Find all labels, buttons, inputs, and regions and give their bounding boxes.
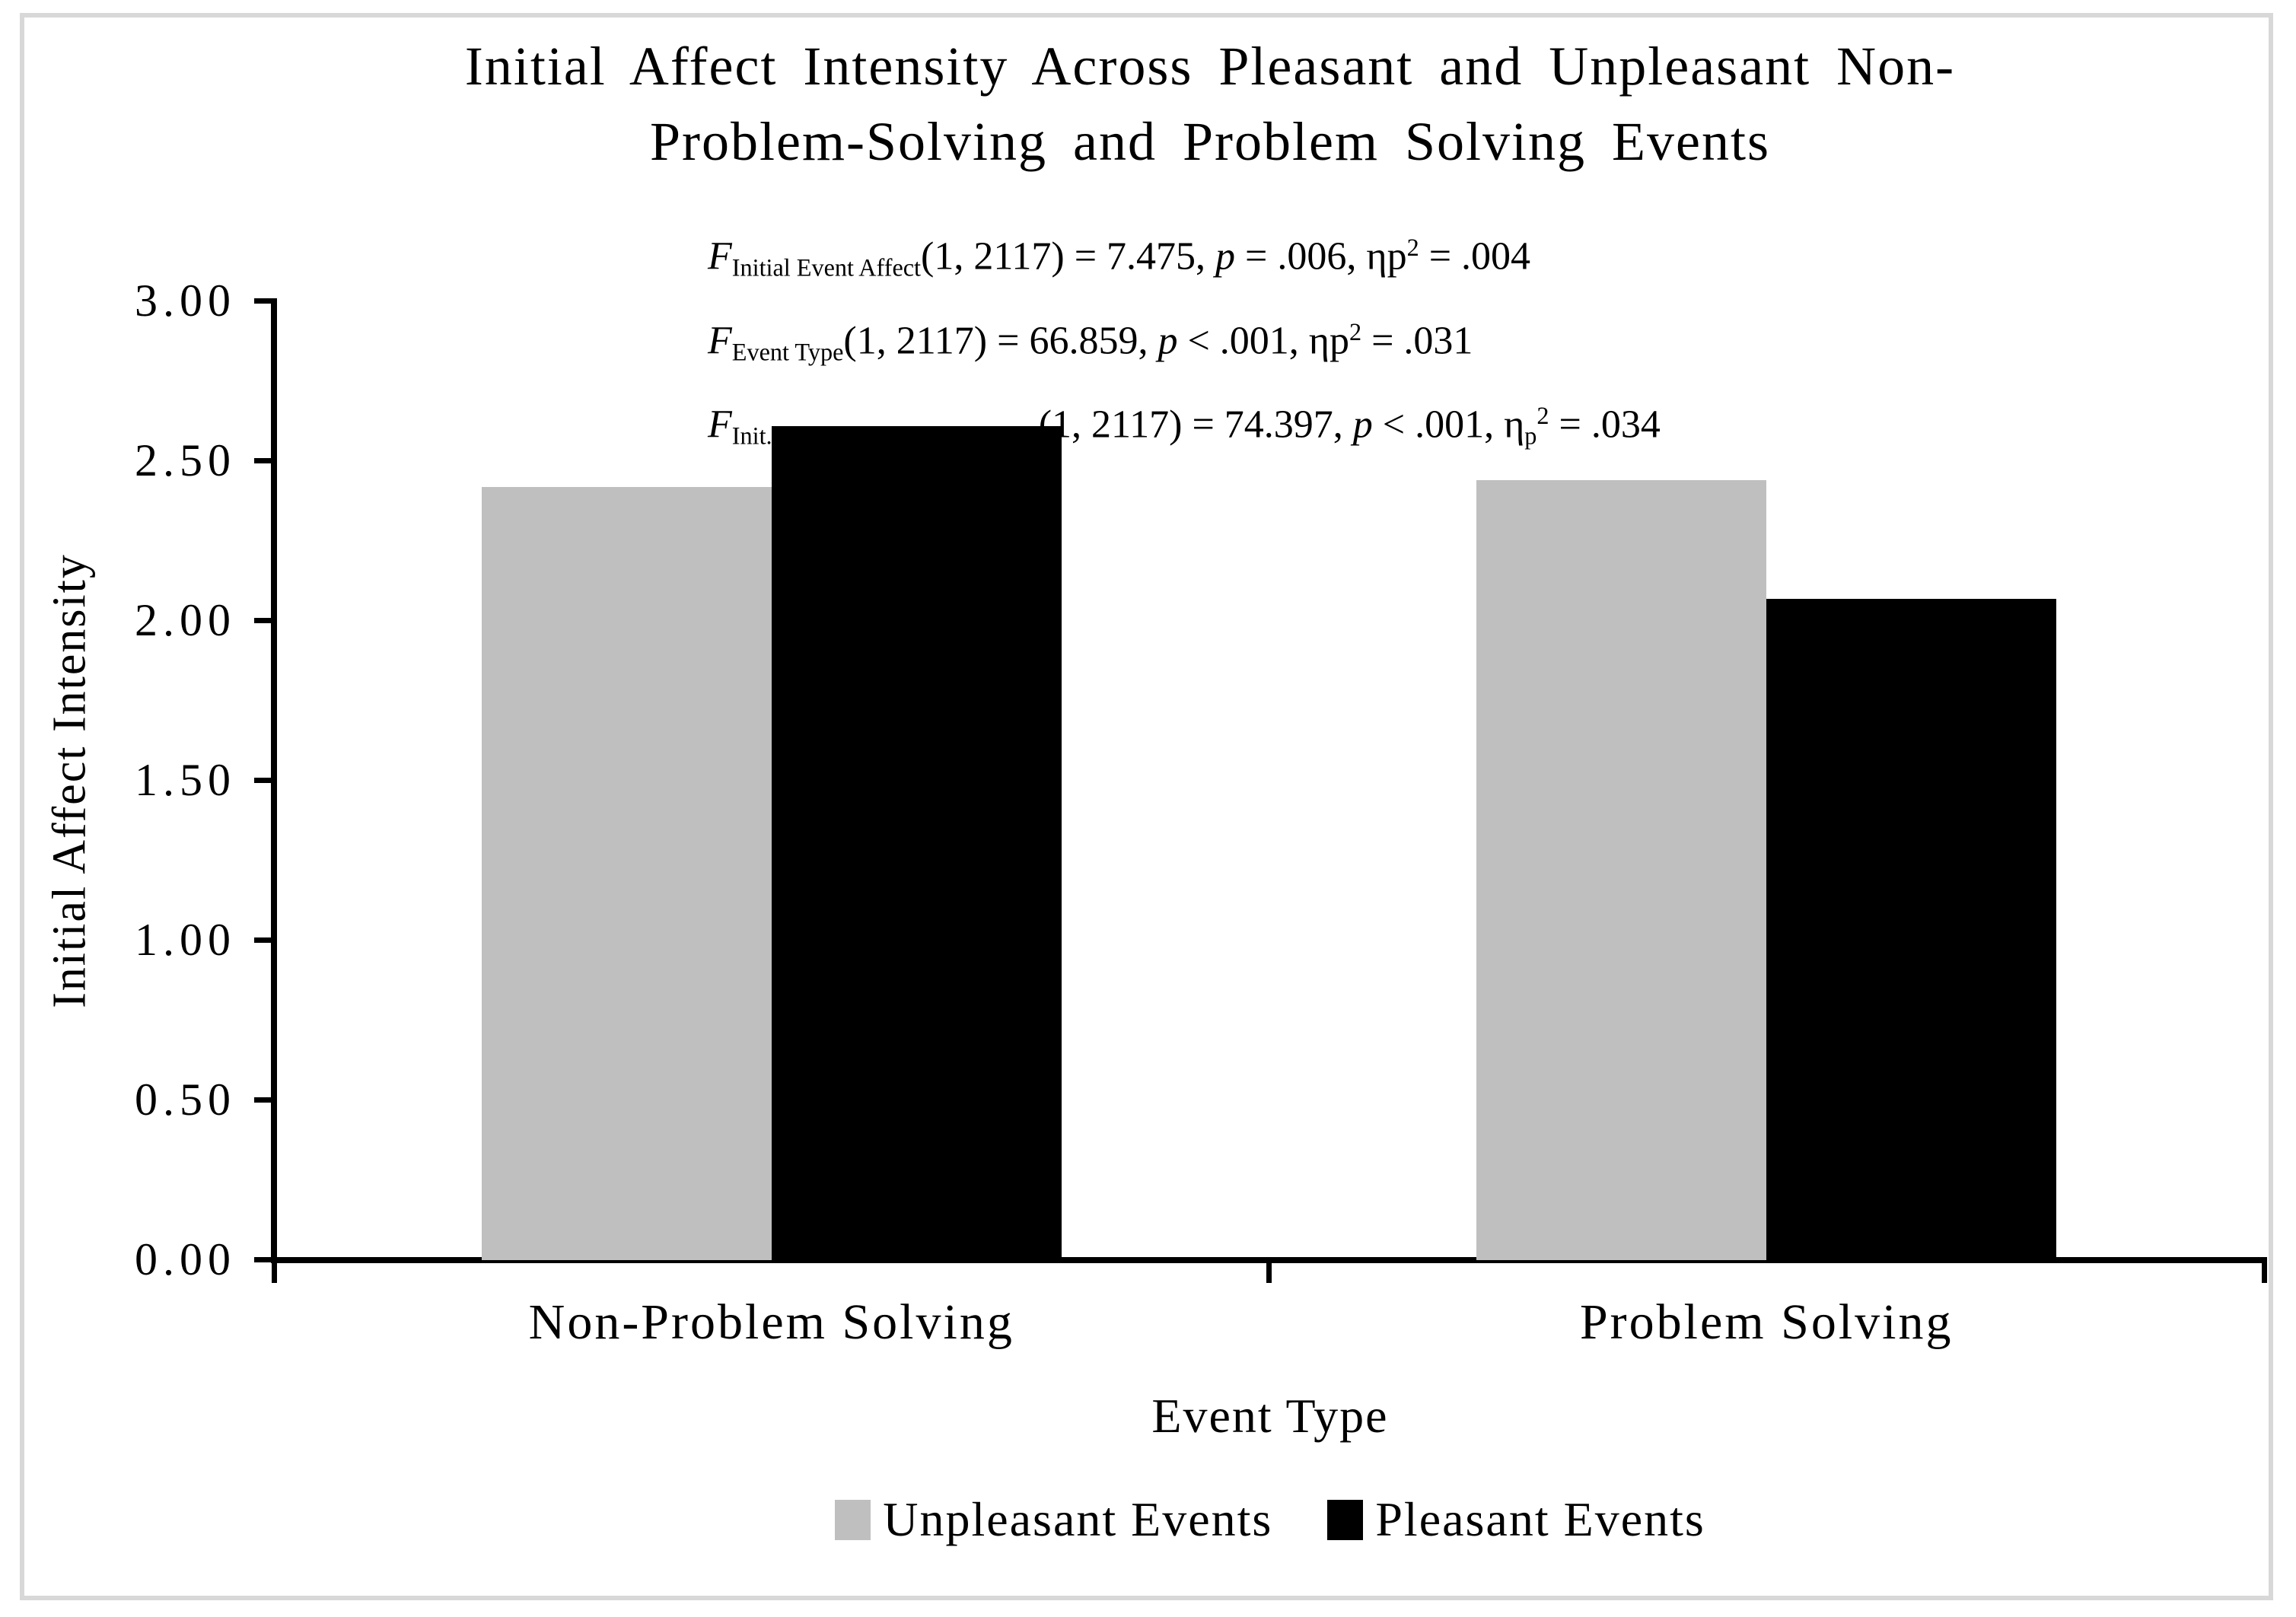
bar-unpleasant-events-2 <box>1476 480 1767 1260</box>
y-tick-label: 1.00 <box>135 915 236 965</box>
y-tick <box>254 458 274 463</box>
stats-segment: p <box>1524 422 1537 450</box>
y-tick-label: 0.00 <box>135 1234 236 1284</box>
legend-swatch-icon <box>1327 1499 1364 1540</box>
stats-segment: F <box>708 403 732 447</box>
stats-segment: p <box>1352 403 1373 447</box>
stats-segment: = .004 <box>1419 234 1531 279</box>
y-tick-label: 0.50 <box>135 1074 236 1125</box>
category-label: Problem Solving <box>1579 1294 1954 1350</box>
chart-title-line-2: Problem-Solving and Problem Solving Even… <box>650 111 1770 172</box>
legend-swatch-icon <box>835 1499 871 1540</box>
stats-segment: = .031 <box>1361 319 1473 363</box>
stats-segment: = .034 <box>1549 403 1661 447</box>
legend: Unpleasant Events Pleasant Events <box>271 1485 2269 1554</box>
x-axis-title: Event Type <box>1151 1389 1389 1443</box>
y-tick <box>254 1257 274 1262</box>
chart-title: Initial Affect Intensity Across Pleasant… <box>160 29 2260 180</box>
stats-line: FInitial Event Affect(1, 2117) = 7.475, … <box>708 215 1661 300</box>
legend-item: Pleasant Events <box>1327 1485 1705 1554</box>
x-tick <box>2261 1263 2267 1283</box>
y-tick <box>254 298 274 304</box>
legend-item: Unpleasant Events <box>835 1485 1272 1554</box>
stats-segment: (1, 2117) = 74.397, <box>1038 403 1353 447</box>
legend-label: Unpleasant Events <box>883 1492 1273 1546</box>
legend-label: Pleasant Events <box>1375 1492 1705 1546</box>
stats-segment: F <box>708 234 732 279</box>
stats-segment: < .001, η <box>1372 403 1525 447</box>
bar-pleasant-events-2 <box>1766 598 2057 1260</box>
y-tick <box>254 937 274 943</box>
x-tick <box>271 1263 277 1283</box>
stats-segment: (1, 2117) = 66.859, <box>843 319 1158 363</box>
chart-title-line-1: Initial Affect Intensity Across Pleasant… <box>464 36 1956 97</box>
figure-border <box>20 13 2273 1600</box>
y-tick <box>254 778 274 783</box>
category-label: Non-Problem Solving <box>528 1294 1014 1350</box>
y-tick <box>254 618 274 623</box>
x-tick <box>1266 1263 1272 1283</box>
y-axis-line <box>271 298 277 1263</box>
x-axis-line <box>271 1257 2267 1263</box>
stats-segment: Initial Event Affect <box>731 253 922 282</box>
stats-segment: F <box>708 319 732 363</box>
y-tick-label: 2.00 <box>135 595 236 645</box>
stats-segment: (1, 2117) = 7.475, <box>921 234 1216 279</box>
stats-segment: Event Type <box>731 338 844 366</box>
y-tick <box>254 1097 274 1103</box>
stats-segment: p <box>1158 319 1178 363</box>
bar-pleasant-events-1 <box>771 425 1062 1260</box>
y-tick-label: 3.00 <box>135 275 236 326</box>
y-tick-label: 2.50 <box>135 435 236 485</box>
bar-unpleasant-events-1 <box>481 486 772 1260</box>
stats-segment: 2 <box>1349 317 1362 345</box>
stats-segment: 2 <box>1537 402 1549 430</box>
stats-segment: < .001, ηp <box>1177 319 1349 363</box>
stats-segment: 2 <box>1406 234 1419 261</box>
y-tick-label: 1.50 <box>135 755 236 805</box>
stats-segment: = .006, ηp <box>1235 234 1407 279</box>
stats-line: FEvent Type(1, 2117) = 66.859, p < .001,… <box>708 300 1661 384</box>
stats-segment: p <box>1215 234 1236 279</box>
